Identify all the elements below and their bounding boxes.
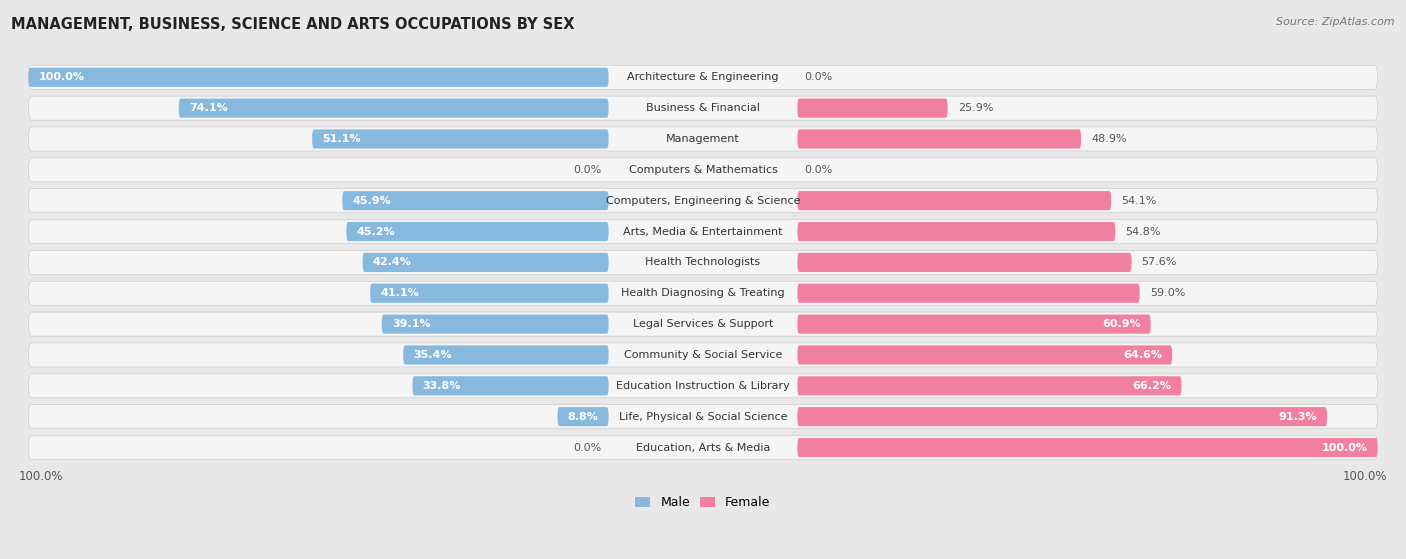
FancyBboxPatch shape bbox=[342, 191, 609, 210]
FancyBboxPatch shape bbox=[412, 376, 609, 395]
Text: MANAGEMENT, BUSINESS, SCIENCE AND ARTS OCCUPATIONS BY SEX: MANAGEMENT, BUSINESS, SCIENCE AND ARTS O… bbox=[11, 17, 575, 32]
Text: Legal Services & Support: Legal Services & Support bbox=[633, 319, 773, 329]
FancyBboxPatch shape bbox=[28, 158, 1378, 182]
Text: Life, Physical & Social Science: Life, Physical & Social Science bbox=[619, 411, 787, 421]
FancyBboxPatch shape bbox=[28, 374, 1378, 398]
FancyBboxPatch shape bbox=[797, 98, 948, 118]
FancyBboxPatch shape bbox=[28, 127, 1378, 151]
FancyBboxPatch shape bbox=[28, 250, 1378, 274]
Text: Architecture & Engineering: Architecture & Engineering bbox=[627, 72, 779, 82]
FancyBboxPatch shape bbox=[28, 188, 1378, 213]
FancyBboxPatch shape bbox=[797, 222, 1115, 241]
Text: 57.6%: 57.6% bbox=[1142, 257, 1177, 267]
Text: 45.2%: 45.2% bbox=[357, 226, 395, 236]
Text: Health Technologists: Health Technologists bbox=[645, 257, 761, 267]
Text: 74.1%: 74.1% bbox=[188, 103, 228, 113]
Text: 8.8%: 8.8% bbox=[568, 411, 599, 421]
FancyBboxPatch shape bbox=[797, 345, 1173, 364]
Text: Education Instruction & Library: Education Instruction & Library bbox=[616, 381, 790, 391]
FancyBboxPatch shape bbox=[797, 376, 1181, 395]
FancyBboxPatch shape bbox=[28, 405, 1378, 429]
Text: 0.0%: 0.0% bbox=[574, 165, 602, 175]
Text: 0.0%: 0.0% bbox=[804, 72, 832, 82]
FancyBboxPatch shape bbox=[370, 283, 609, 303]
Text: 54.8%: 54.8% bbox=[1125, 226, 1161, 236]
Text: 35.4%: 35.4% bbox=[413, 350, 451, 360]
Text: 60.9%: 60.9% bbox=[1102, 319, 1140, 329]
Text: Source: ZipAtlas.com: Source: ZipAtlas.com bbox=[1277, 17, 1395, 27]
Text: 0.0%: 0.0% bbox=[574, 443, 602, 452]
Text: 41.1%: 41.1% bbox=[380, 288, 419, 299]
Text: 100.0%: 100.0% bbox=[1343, 470, 1388, 483]
Text: 42.4%: 42.4% bbox=[373, 257, 412, 267]
Text: 100.0%: 100.0% bbox=[1322, 443, 1368, 452]
FancyBboxPatch shape bbox=[312, 130, 609, 149]
FancyBboxPatch shape bbox=[382, 315, 609, 334]
Text: 100.0%: 100.0% bbox=[18, 470, 63, 483]
Text: 66.2%: 66.2% bbox=[1132, 381, 1171, 391]
FancyBboxPatch shape bbox=[346, 222, 609, 241]
Text: Community & Social Service: Community & Social Service bbox=[624, 350, 782, 360]
FancyBboxPatch shape bbox=[28, 96, 1378, 120]
FancyBboxPatch shape bbox=[797, 407, 1327, 426]
FancyBboxPatch shape bbox=[797, 438, 1378, 457]
FancyBboxPatch shape bbox=[404, 345, 609, 364]
Text: Computers & Mathematics: Computers & Mathematics bbox=[628, 165, 778, 175]
FancyBboxPatch shape bbox=[28, 343, 1378, 367]
FancyBboxPatch shape bbox=[558, 407, 609, 426]
Text: 91.3%: 91.3% bbox=[1278, 411, 1317, 421]
FancyBboxPatch shape bbox=[363, 253, 609, 272]
Text: 51.1%: 51.1% bbox=[322, 134, 361, 144]
Text: 0.0%: 0.0% bbox=[804, 165, 832, 175]
Legend: Male, Female: Male, Female bbox=[630, 491, 776, 514]
Text: 54.1%: 54.1% bbox=[1122, 196, 1157, 206]
Text: Education, Arts & Media: Education, Arts & Media bbox=[636, 443, 770, 452]
FancyBboxPatch shape bbox=[179, 98, 609, 118]
Text: Business & Financial: Business & Financial bbox=[645, 103, 761, 113]
Text: 45.9%: 45.9% bbox=[353, 196, 391, 206]
Text: 64.6%: 64.6% bbox=[1123, 350, 1161, 360]
Text: 33.8%: 33.8% bbox=[423, 381, 461, 391]
Text: Arts, Media & Entertainment: Arts, Media & Entertainment bbox=[623, 226, 783, 236]
FancyBboxPatch shape bbox=[797, 283, 1140, 303]
Text: Management: Management bbox=[666, 134, 740, 144]
FancyBboxPatch shape bbox=[797, 315, 1150, 334]
Text: Health Diagnosing & Treating: Health Diagnosing & Treating bbox=[621, 288, 785, 299]
Text: 59.0%: 59.0% bbox=[1150, 288, 1185, 299]
Text: 25.9%: 25.9% bbox=[957, 103, 993, 113]
FancyBboxPatch shape bbox=[28, 68, 609, 87]
FancyBboxPatch shape bbox=[28, 65, 1378, 89]
Text: 48.9%: 48.9% bbox=[1091, 134, 1126, 144]
Text: 100.0%: 100.0% bbox=[38, 72, 84, 82]
FancyBboxPatch shape bbox=[797, 130, 1081, 149]
FancyBboxPatch shape bbox=[28, 435, 1378, 459]
FancyBboxPatch shape bbox=[797, 191, 1111, 210]
FancyBboxPatch shape bbox=[28, 312, 1378, 336]
Text: 39.1%: 39.1% bbox=[392, 319, 430, 329]
FancyBboxPatch shape bbox=[28, 281, 1378, 305]
FancyBboxPatch shape bbox=[28, 220, 1378, 244]
Text: Computers, Engineering & Science: Computers, Engineering & Science bbox=[606, 196, 800, 206]
FancyBboxPatch shape bbox=[797, 253, 1132, 272]
